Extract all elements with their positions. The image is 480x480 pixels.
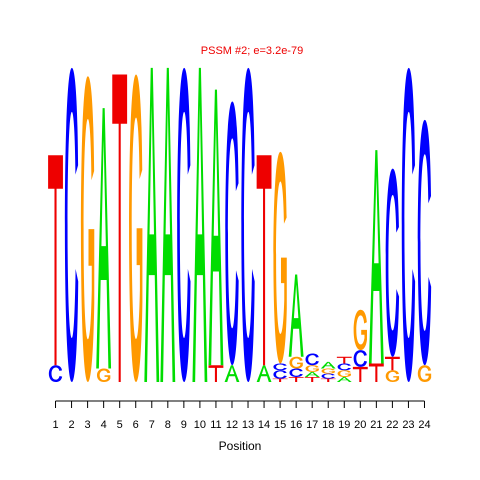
letter-C-pos-9	[177, 67, 191, 382]
letter-C-pos-15	[273, 370, 287, 379]
x-tick-label-7: 7	[149, 419, 155, 431]
x-tick-label-11: 11	[210, 419, 221, 431]
x-tick-label-5: 5	[117, 419, 123, 431]
letter-G-pos-22	[385, 370, 400, 382]
x-tick-label-3: 3	[85, 419, 91, 431]
letter-T-pos-15	[272, 378, 288, 382]
x-tick-label-16: 16	[290, 419, 302, 431]
letter-G-pos-20	[353, 309, 367, 351]
letter-T-pos-14	[256, 155, 272, 366]
x-tick-label-15: 15	[274, 419, 286, 431]
letter-A-pos-16	[288, 274, 304, 357]
letter-A-pos-8	[160, 67, 176, 382]
x-tick-label-2: 2	[68, 419, 74, 431]
letter-G-pos-19	[337, 370, 351, 377]
letter-C-pos-20	[353, 350, 367, 367]
letter-C-pos-15	[273, 363, 287, 371]
x-tick-label-22: 22	[386, 419, 398, 431]
letter-T-pos-16	[288, 376, 304, 382]
x-axis: 1 2 3 4 5 6 7 8 9 10 11 12 13 14 15 16 17 18 19 20 21 22 23 24	[52, 400, 431, 431]
letter-T-pos-1	[48, 155, 63, 366]
letter-T-pos-17	[304, 376, 320, 382]
letter-C-pos-12	[225, 101, 239, 366]
letter-G-pos-4	[96, 368, 111, 382]
letter-T-pos-21	[368, 363, 384, 382]
letter-A-pos-17	[304, 371, 320, 377]
x-tick-label-8: 8	[165, 419, 171, 431]
x-tick-label-17: 17	[306, 419, 318, 431]
letter-C-pos-2	[64, 67, 79, 382]
x-tick-label-19: 19	[338, 419, 350, 431]
letter-C-pos-22	[385, 168, 400, 357]
letter-C-pos-23	[401, 67, 416, 382]
letter-G-pos-18	[321, 368, 335, 374]
letter-C-pos-18	[321, 373, 335, 379]
letter-G-pos-24	[417, 365, 432, 382]
letter-C-pos-17	[305, 353, 319, 366]
letter-T-pos-5	[112, 74, 128, 382]
letter-T-pos-19	[336, 356, 352, 364]
x-tick-label-4: 4	[101, 419, 107, 431]
x-tick-label-23: 23	[402, 419, 414, 431]
x-tick-label-20: 20	[354, 419, 366, 431]
letter-C-pos-24	[417, 119, 432, 366]
x-tick-label-13: 13	[242, 419, 254, 431]
letter-G-pos-17	[305, 365, 319, 372]
letter-G-pos-3	[80, 76, 95, 383]
letter-A-pos-4	[96, 108, 112, 369]
x-tick-label-10: 10	[194, 419, 206, 431]
x-tick-label-9: 9	[181, 419, 187, 431]
letter-T-pos-18	[320, 378, 336, 382]
letter-G-pos-15	[273, 151, 287, 364]
letter-G-pos-6	[129, 74, 143, 382]
letter-A-pos-18	[320, 361, 336, 369]
letter-T-pos-11	[208, 365, 224, 382]
letter-C-pos-16	[289, 368, 303, 377]
x-tick-label-6: 6	[133, 419, 139, 431]
x-tick-label-21: 21	[370, 419, 382, 431]
letter-G-pos-16	[289, 356, 303, 369]
letter-C-pos-1	[48, 365, 63, 382]
chart-title: PSSM #2; e=3.2e-79	[201, 45, 303, 57]
letter-A-pos-11	[208, 89, 224, 366]
letter-A-pos-14	[256, 365, 272, 382]
x-tick-label-18: 18	[322, 419, 334, 431]
x-tick-label-12: 12	[226, 419, 238, 431]
letter-A-pos-10	[192, 67, 208, 382]
x-tick-label-24: 24	[418, 419, 430, 431]
letter-T-pos-20	[352, 366, 368, 382]
letter-A-pos-21	[368, 150, 384, 364]
letter-C-pos-19	[337, 363, 351, 371]
letter-stacks	[48, 67, 432, 383]
letter-A-pos-19	[336, 376, 352, 382]
x-tick-label-14: 14	[258, 419, 270, 431]
x-tick-label-1: 1	[52, 419, 58, 431]
x-axis-title: Position	[219, 439, 262, 453]
letter-C-pos-13	[241, 67, 255, 382]
letter-T-pos-22	[384, 356, 400, 371]
letter-A-pos-7	[144, 67, 160, 382]
letter-A-pos-12	[224, 365, 240, 382]
